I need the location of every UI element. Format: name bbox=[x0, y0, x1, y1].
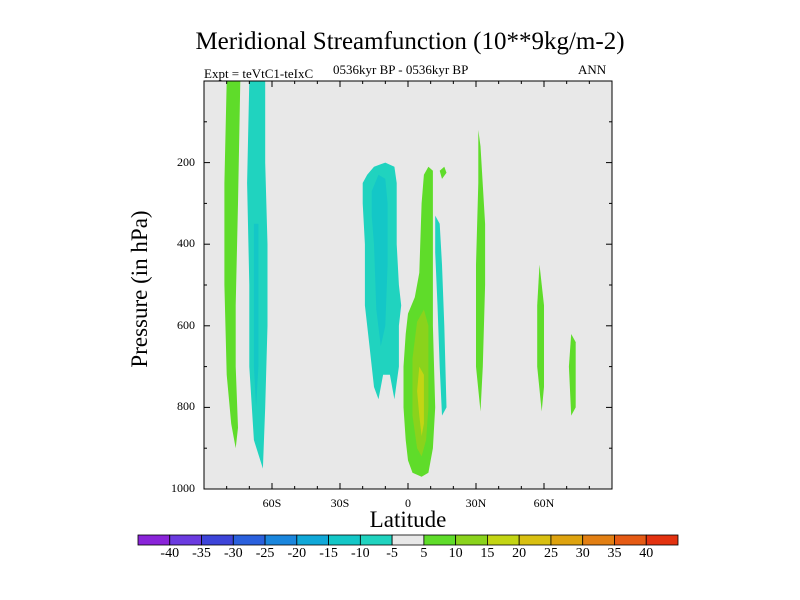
contour-region-positive-11 bbox=[537, 264, 544, 412]
colorbar-label: 30 bbox=[575, 546, 590, 561]
colorbar-label: 10 bbox=[448, 546, 463, 561]
contour-region-positive-9 bbox=[439, 166, 447, 179]
colorbar-box bbox=[232, 534, 266, 546]
x-tick-label: 0 bbox=[405, 496, 411, 510]
colorbar-box bbox=[518, 534, 552, 546]
y-tick-label: 200 bbox=[177, 154, 195, 169]
colorbar-box bbox=[391, 534, 425, 546]
colorbar-box bbox=[137, 534, 171, 546]
experiment-label: Expt = teVtC1-teIxC bbox=[204, 66, 314, 81]
contour-region-negative-8 bbox=[435, 215, 447, 416]
contour-region-negative-2 bbox=[253, 223, 259, 408]
colorbar-label: -20 bbox=[287, 546, 307, 561]
contour-region-negative-4 bbox=[371, 174, 388, 347]
colorbar-box bbox=[423, 534, 457, 546]
x-axis-label: Latitude bbox=[369, 507, 447, 532]
y-tick-label: 1000 bbox=[171, 481, 195, 495]
colorbar-box bbox=[359, 534, 393, 546]
y-tick-label: 800 bbox=[177, 399, 195, 414]
colorbar-box bbox=[328, 534, 361, 546]
x-tick-label: 30S bbox=[330, 496, 350, 510]
colorbar-label: -5 bbox=[386, 546, 398, 561]
contour-region-positive-10 bbox=[476, 130, 486, 412]
colorbar-box bbox=[487, 534, 520, 546]
colorbar-box bbox=[201, 534, 234, 546]
colorbar-label: -10 bbox=[351, 546, 370, 561]
colorbar-box bbox=[550, 534, 584, 546]
colorbar-label: -30 bbox=[223, 546, 243, 561]
colorbar-box bbox=[582, 534, 615, 546]
colorbar-label: 20 bbox=[512, 546, 527, 561]
colorbar-label: -15 bbox=[319, 546, 338, 561]
y-tick-label: 400 bbox=[177, 236, 195, 251]
x-tick-label: 60S bbox=[262, 496, 282, 510]
contour-region-positive-7 bbox=[417, 366, 424, 436]
contour-region-positive-12 bbox=[568, 334, 576, 416]
x-tick-label: 60N bbox=[533, 496, 555, 510]
colorbar-box bbox=[264, 534, 298, 546]
colorbar-box bbox=[614, 534, 647, 546]
y-tick-label: 600 bbox=[177, 317, 195, 332]
colorbar-label: -25 bbox=[255, 546, 275, 561]
colorbar-label: 15 bbox=[480, 546, 495, 561]
colorbar-box bbox=[455, 534, 488, 546]
contour-region-positive-0 bbox=[224, 81, 241, 449]
season-label: ANN bbox=[578, 62, 607, 77]
colorbar-label: -40 bbox=[160, 546, 180, 561]
colorbar-box bbox=[296, 534, 329, 546]
colorbar-label: 5 bbox=[420, 546, 428, 561]
colorbar-box bbox=[169, 534, 202, 546]
x-tick-label: 30N bbox=[465, 496, 487, 510]
colorbar-label: -35 bbox=[192, 546, 211, 561]
chart-title: Meridional Streamfunction (10**9kg/m-2) bbox=[195, 28, 625, 55]
colorbar-label: 40 bbox=[639, 546, 654, 561]
time-range-label: 0536kyr BP - 0536kyr BP bbox=[333, 62, 469, 77]
colorbar-label: 25 bbox=[543, 546, 558, 561]
colorbar-box bbox=[645, 534, 679, 546]
colorbar-label: 35 bbox=[607, 546, 622, 561]
